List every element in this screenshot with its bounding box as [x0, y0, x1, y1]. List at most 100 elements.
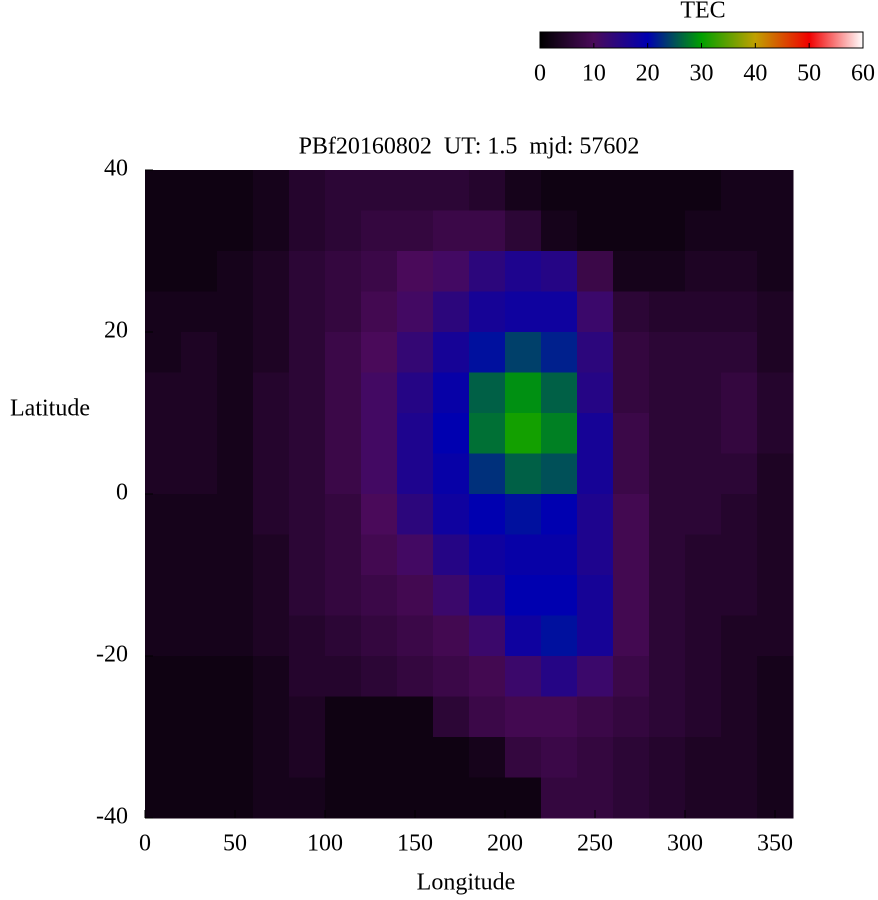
heatmap-cell: [613, 534, 650, 576]
colorbar-tick-label: 20: [636, 61, 660, 87]
heatmap-cell: [361, 696, 398, 738]
heatmap-cell: [721, 453, 758, 495]
heatmap-cell: [721, 656, 758, 697]
heatmap-cell: [397, 615, 434, 657]
heatmap-cell: [397, 696, 434, 738]
heatmap-cell: [145, 534, 182, 576]
heatmap-cell: [685, 575, 722, 616]
colorbar-tick-label: 50: [797, 61, 821, 87]
heatmap-cell: [217, 251, 254, 292]
heatmap-cell: [145, 453, 182, 495]
heatmap-cell: [649, 777, 686, 819]
heatmap-cell: [505, 494, 542, 535]
chart-title: PBf20160802 UT: 1.5 mjd: 57602: [299, 134, 640, 160]
heatmap-cell: [217, 453, 254, 495]
heatmap-cell: [613, 575, 650, 616]
heatmap-cell: [253, 737, 290, 778]
heatmap-cell: [649, 413, 686, 454]
heatmap-cell: [181, 777, 218, 819]
heatmap-cell: [433, 656, 470, 697]
heatmap-cell: [289, 291, 326, 333]
heatmap-cell: [613, 615, 650, 657]
heatmap-cell: [145, 251, 182, 292]
heatmap-cell: [397, 291, 434, 333]
heatmap-cell: [721, 210, 758, 252]
heatmap-cell: [289, 251, 326, 292]
heatmap-cell: [217, 656, 254, 697]
heatmap-cell: [577, 656, 614, 697]
heatmap-cell: [469, 170, 506, 211]
heatmap-cell: [721, 575, 758, 616]
heatmap-cell: [325, 413, 362, 454]
heatmap-cell: [325, 494, 362, 535]
heatmap-cell: [361, 251, 398, 292]
heatmap-cell: [469, 372, 506, 414]
heatmap-cell: [505, 210, 542, 252]
heatmap-cell: [217, 210, 254, 252]
heatmap-cell: [649, 696, 686, 738]
heatmap-cell: [721, 777, 758, 819]
heatmap-cell: [649, 372, 686, 414]
heatmap-cell: [289, 494, 326, 535]
heatmap-cell: [397, 656, 434, 697]
heatmap-cell: [613, 737, 650, 778]
heatmap-cell: [469, 453, 506, 495]
heatmap-cell: [145, 291, 182, 333]
heatmap-cell: [181, 332, 218, 373]
heatmap-cell: [433, 575, 470, 616]
heatmap-cell: [145, 494, 182, 535]
heatmap-cell: [253, 453, 290, 495]
heatmap-cell: [577, 737, 614, 778]
heatmap-cell: [721, 251, 758, 292]
heatmap-cell: [145, 372, 182, 414]
colorbar-label: TEC: [680, 0, 725, 24]
heatmap-cell: [361, 534, 398, 576]
heatmap-cell: [685, 737, 722, 778]
heatmap-cell: [253, 534, 290, 576]
heatmap-cell: [397, 332, 434, 373]
heatmap-cell: [397, 372, 434, 414]
heatmap-cell: [361, 372, 398, 414]
heatmap-cell: [757, 575, 794, 616]
heatmap-cell: [649, 332, 686, 373]
heatmap-cell: [505, 737, 542, 778]
heatmap-cell: [505, 372, 542, 414]
heatmap-cell: [325, 575, 362, 616]
heatmap-cell: [757, 210, 794, 252]
heatmap-cell: [685, 251, 722, 292]
heatmap-cell: [541, 291, 578, 333]
heatmap-cell: [289, 615, 326, 657]
heatmap-cell: [433, 332, 470, 373]
heatmap-cell: [397, 210, 434, 252]
heatmap-cell: [757, 534, 794, 576]
heatmap-cell: [541, 413, 578, 454]
heatmap-cell: [613, 332, 650, 373]
heatmap-cell: [253, 332, 290, 373]
heatmap-cell: [145, 615, 182, 657]
heatmap-cell: [145, 737, 182, 778]
heatmap-cell: [397, 534, 434, 576]
x-tick-label: 0: [139, 831, 151, 857]
heatmap-cell: [217, 615, 254, 657]
heatmap-cell: [649, 170, 686, 211]
heatmap-cell: [325, 656, 362, 697]
heatmap-cell: [541, 737, 578, 778]
x-tick-label: 150: [397, 831, 433, 857]
heatmap-cell: [325, 210, 362, 252]
heatmap-cell: [289, 413, 326, 454]
heatmap-cell: [613, 251, 650, 292]
colorbar-tick-label: 10: [582, 61, 606, 87]
heatmap-cell: [217, 413, 254, 454]
heatmap-cell: [469, 534, 506, 576]
heatmap-cell: [649, 575, 686, 616]
heatmap-cell: [325, 332, 362, 373]
heatmap-cell: [613, 777, 650, 819]
heatmap-cell: [361, 170, 398, 211]
heatmap-cell: [325, 777, 362, 819]
heatmap-cell: [469, 291, 506, 333]
heatmap-cell: [325, 291, 362, 333]
heatmap-cell: [721, 291, 758, 333]
heatmap-cell: [613, 696, 650, 738]
heatmap-cell: [577, 453, 614, 495]
